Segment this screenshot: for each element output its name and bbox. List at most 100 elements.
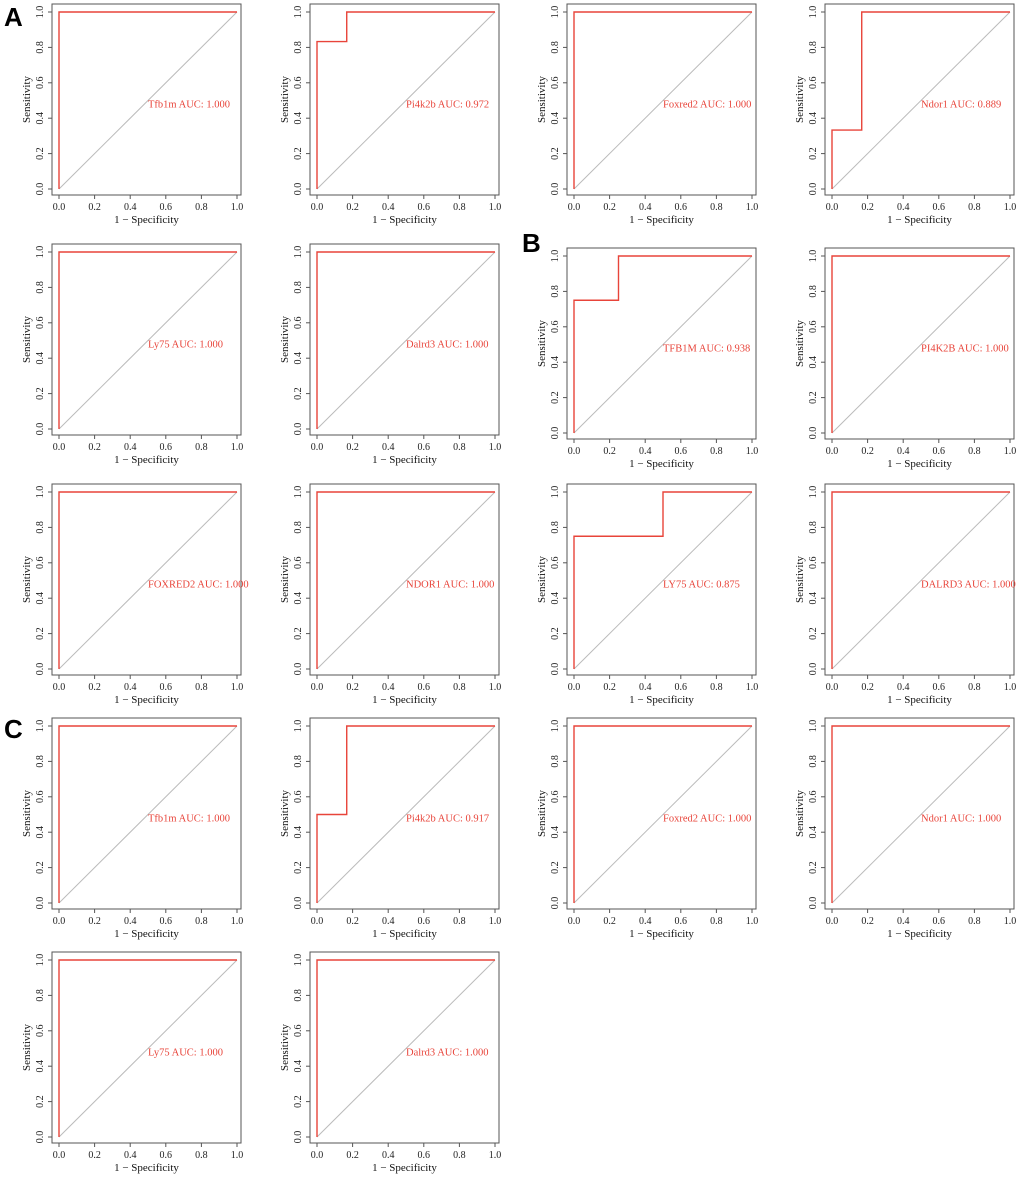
roc-curve xyxy=(831,725,1010,903)
x-tick-label: 0.6 xyxy=(160,202,173,213)
y-axis-label: Sensitivity xyxy=(279,789,291,837)
x-tick-label: 0.6 xyxy=(933,682,946,693)
x-tick-label: 1.0 xyxy=(746,202,759,213)
roc-panel: 0.0 0.2 0.4 0.6 0.8 1.0 0.0 0.2 0.4 0.6 0.8 1.0 1 − … xyxy=(0,0,258,236)
y-tick-label: 0.4 xyxy=(35,826,46,839)
x-tick-label: 0.4 xyxy=(639,446,652,457)
roc-panel: 0.0 0.2 0.4 0.6 0.8 1.0 0.0 0.2 0.4 0.6 0.8 1.0 1 − … xyxy=(0,480,258,716)
roc-plot: 0.0 0.2 0.4 0.6 0.8 1.0 0.0 0.2 0.4 0.6 0.8 1.0 1 − … xyxy=(536,3,759,226)
roc-plot: 0.0 0.2 0.4 0.6 0.8 1.0 0.0 0.2 0.4 0.6 0.8 1.0 1 − … xyxy=(794,3,1016,226)
roc-panel: 0.0 0.2 0.4 0.6 0.8 1.0 0.0 0.2 0.4 0.6 0.8 1.0 1 − … xyxy=(258,480,516,716)
roc-curve xyxy=(316,959,495,1137)
x-tick-label: 0.6 xyxy=(675,446,688,457)
y-tick-label: 0.2 xyxy=(293,387,304,400)
y-tick-label: 0.6 xyxy=(808,77,819,90)
x-tick-label: 0.8 xyxy=(968,446,981,457)
x-tick-label: 1.0 xyxy=(746,682,759,693)
y-tick-label: 0.8 xyxy=(35,989,46,1002)
reference-diagonal xyxy=(831,725,1011,904)
y-tick-label: 0.0 xyxy=(35,663,46,676)
x-tick-label: 1.0 xyxy=(489,916,502,927)
x-tick-label: 0.6 xyxy=(418,682,431,693)
y-tick-label: 0.2 xyxy=(293,627,304,640)
y-tick-label: 0.4 xyxy=(550,826,561,839)
roc-panel: 0.0 0.2 0.4 0.6 0.8 1.0 0.0 0.2 0.4 0.6 0.8 1.0 1 − … xyxy=(258,240,516,476)
y-tick-label: 0.2 xyxy=(550,627,561,640)
y-tick-label: 0.2 xyxy=(35,147,46,160)
y-tick-label: 0.8 xyxy=(808,521,819,534)
x-tick-label: 0.0 xyxy=(311,442,324,453)
auc-label: Ly75 AUC: 1.000 xyxy=(148,340,223,351)
auc-label: Tfb1m AUC: 1.000 xyxy=(148,100,230,111)
y-tick-label: 0.8 xyxy=(550,755,561,768)
reference-diagonal xyxy=(58,251,238,430)
x-tick-label: 0.6 xyxy=(675,916,688,927)
y-tick-label: 0.4 xyxy=(550,356,561,369)
y-tick-label: 0.4 xyxy=(35,352,46,365)
x-tick-label: 0.2 xyxy=(346,916,359,927)
y-tick-label: 0.6 xyxy=(550,321,561,334)
roc-panel: 0.0 0.2 0.4 0.6 0.8 1.0 0.0 0.2 0.4 0.6 0.8 1.0 1 − … xyxy=(773,714,1020,950)
roc-panel: 0.0 0.2 0.4 0.6 0.8 1.0 0.0 0.2 0.4 0.6 0.8 1.0 1 − … xyxy=(0,714,258,950)
y-tick-label: 0.0 xyxy=(35,183,46,196)
y-tick-label: 0.0 xyxy=(808,897,819,910)
roc-panel: 0.0 0.2 0.4 0.6 0.8 1.0 0.0 0.2 0.4 0.6 0.8 1.0 1 − … xyxy=(0,948,258,1178)
roc-plot: 0.0 0.2 0.4 0.6 0.8 1.0 0.0 0.2 0.4 0.6 0.8 1.0 1 − … xyxy=(794,717,1016,940)
y-tick-label: 0.6 xyxy=(550,791,561,804)
auc-label: Ndor1 AUC: 0.889 xyxy=(921,100,1001,111)
roc-curve xyxy=(58,11,237,189)
roc-curve xyxy=(831,11,1010,189)
roc-plot: 0.0 0.2 0.4 0.6 0.8 1.0 0.0 0.2 0.4 0.6 0.8 1.0 1 − … xyxy=(279,243,501,466)
y-tick-label: 1.0 xyxy=(293,486,304,499)
y-tick-label: 1.0 xyxy=(550,720,561,733)
y-tick-label: 0.6 xyxy=(35,1025,46,1038)
x-tick-label: 0.2 xyxy=(88,682,101,693)
x-axis-label: 1 − Specificity xyxy=(372,214,437,226)
x-tick-label: 0.4 xyxy=(639,682,652,693)
y-tick-label: 0.4 xyxy=(550,592,561,605)
x-tick-label: 0.2 xyxy=(346,202,359,213)
y-tick-label: 1.0 xyxy=(550,6,561,19)
y-tick-label: 0.6 xyxy=(808,321,819,334)
x-tick-label: 0.2 xyxy=(346,682,359,693)
y-tick-label: 0.2 xyxy=(35,627,46,640)
y-tick-label: 0.8 xyxy=(550,285,561,298)
x-axis-label: 1 − Specificity xyxy=(887,694,952,706)
y-tick-label: 0.6 xyxy=(293,77,304,90)
x-tick-label: 0.6 xyxy=(933,916,946,927)
roc-curve xyxy=(58,251,237,429)
x-tick-label: 0.4 xyxy=(382,916,395,927)
roc-plot: 0.0 0.2 0.4 0.6 0.8 1.0 0.0 0.2 0.4 0.6 0.8 1.0 1 − … xyxy=(21,3,243,226)
x-tick-label: 0.0 xyxy=(53,1150,66,1161)
y-tick-label: 0.4 xyxy=(293,826,304,839)
y-axis-label: Sensitivity xyxy=(536,789,548,837)
reference-diagonal xyxy=(831,255,1011,434)
x-tick-label: 0.4 xyxy=(124,682,137,693)
roc-panel: 0.0 0.2 0.4 0.6 0.8 1.0 0.0 0.2 0.4 0.6 0.8 1.0 1 − … xyxy=(773,0,1020,236)
y-tick-label: 0.0 xyxy=(550,897,561,910)
reference-diagonal xyxy=(573,491,753,670)
x-tick-label: 0.4 xyxy=(897,202,910,213)
y-tick-label: 1.0 xyxy=(293,954,304,967)
y-axis-label: Sensitivity xyxy=(21,789,33,837)
x-tick-label: 0.8 xyxy=(968,916,981,927)
y-tick-label: 1.0 xyxy=(808,6,819,19)
y-tick-label: 0.2 xyxy=(808,147,819,160)
panel-letter-b: B xyxy=(522,228,541,258)
panel-letter-c: C xyxy=(4,714,23,744)
x-tick-label: 1.0 xyxy=(489,682,502,693)
x-tick-label: 0.8 xyxy=(453,1150,466,1161)
x-tick-label: 0.6 xyxy=(160,1150,173,1161)
auc-label: Ndor1 AUC: 1.000 xyxy=(921,814,1001,825)
x-axis-label: 1 − Specificity xyxy=(887,928,952,940)
x-tick-label: 0.6 xyxy=(675,682,688,693)
auc-label: Dalrd3 AUC: 1.000 xyxy=(406,340,489,351)
x-tick-label: 0.6 xyxy=(418,202,431,213)
roc-plot: 0.0 0.2 0.4 0.6 0.8 1.0 0.0 0.2 0.4 0.6 0.8 1.0 1 − … xyxy=(536,483,759,706)
roc-curve xyxy=(573,491,752,669)
roc-panel: 0.0 0.2 0.4 0.6 0.8 1.0 0.0 0.2 0.4 0.6 0.8 1.0 1 − … xyxy=(515,244,773,480)
reference-diagonal xyxy=(316,11,496,190)
y-tick-label: 0.0 xyxy=(293,897,304,910)
y-tick-label: 1.0 xyxy=(35,246,46,259)
